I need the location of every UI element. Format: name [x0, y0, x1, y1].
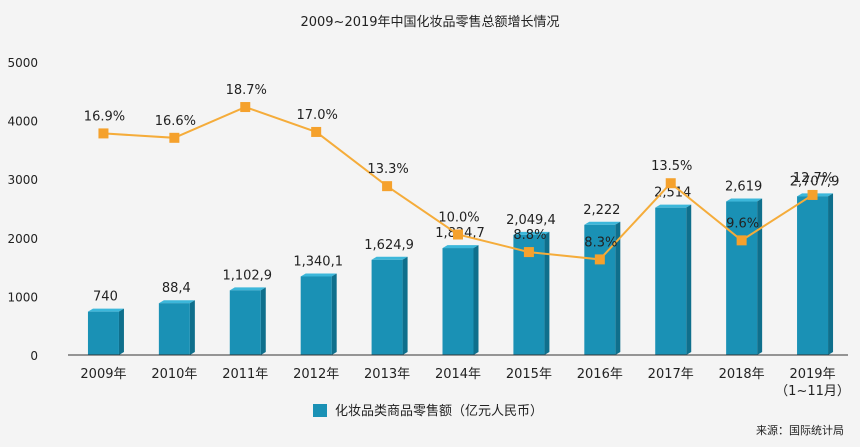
line-value-label: 10.0%	[438, 211, 479, 226]
x-tick-label: 2011年	[222, 367, 268, 382]
line-value-label: 12.7%	[793, 171, 834, 186]
line-value-label: 18.7%	[226, 83, 267, 98]
source-note: 来源：国际统计局	[756, 423, 844, 437]
line-value-label: 13.3%	[367, 162, 408, 177]
bar-side	[402, 256, 408, 355]
bar	[87, 311, 119, 355]
x-tick-label: 2015年	[506, 367, 552, 382]
bar-value-label: 2,222	[583, 203, 620, 218]
bar	[797, 196, 829, 355]
x-tick-label: 2018年	[719, 367, 765, 382]
bar	[300, 276, 332, 355]
bar-top	[371, 256, 408, 260]
bar	[371, 259, 403, 355]
line-marker	[594, 254, 605, 265]
bar-side	[686, 204, 692, 355]
x-tick-label: 2017年	[648, 367, 694, 382]
bar-side	[260, 287, 266, 355]
x-tick-label: 2010年	[151, 367, 197, 382]
bar-top	[300, 273, 337, 277]
bar-top	[229, 287, 266, 291]
x-tick-label: 2012年	[293, 367, 339, 382]
bar-value-label: 88,4	[162, 281, 191, 296]
legend-swatch	[313, 404, 327, 417]
bar-top	[584, 221, 621, 225]
bar-value-label: 2,049,4	[506, 213, 556, 228]
bar-side	[331, 273, 337, 355]
bar-top	[513, 231, 550, 235]
line-series: 16.9% 16.6% 18.7% 17.0% 13.3% 10.0% 8.8% 8.3% 13…	[84, 83, 834, 265]
bar-labels: 74088,41,102,91,340,11,624,91,824,72,049…	[93, 174, 839, 304]
line-marker	[240, 102, 251, 113]
bar-top	[655, 204, 692, 208]
y-tick-label: 0	[30, 349, 38, 363]
y-tick-label: 1000	[7, 290, 38, 304]
bar	[726, 201, 758, 355]
x-tick-label: 2014年	[435, 367, 481, 382]
y-tick-label: 3000	[7, 173, 38, 187]
bar	[229, 290, 261, 355]
bar-top	[442, 245, 479, 249]
line-value-label: 9.6%	[726, 216, 759, 231]
line-marker	[736, 235, 747, 246]
x-tick-label: 2009年	[80, 367, 126, 382]
line-marker	[98, 128, 109, 139]
bar-side	[615, 221, 621, 355]
line-marker	[523, 247, 534, 258]
bar-side	[118, 308, 124, 355]
y-tick-label: 5000	[7, 56, 38, 70]
bar-side	[757, 198, 763, 355]
bar-value-label: 2,514	[654, 186, 691, 201]
bar	[655, 207, 687, 355]
line-value-label: 16.9%	[84, 109, 125, 124]
line-value-label: 17.0%	[297, 108, 338, 123]
chart-title: 2009~2019年中国化妆品零售总额增长情况	[300, 14, 559, 30]
bar	[158, 303, 190, 355]
bar-value-label: 1,624,9	[364, 238, 414, 253]
line-marker	[807, 189, 818, 200]
bar-value-label: 1,340,1	[293, 254, 343, 269]
bar-value-label: 2,707,9	[790, 174, 840, 189]
legend-label: 化妆品类商品零售额（亿元人民币）	[335, 403, 543, 419]
bar-value-label: 2,619	[725, 180, 762, 195]
line-marker	[169, 132, 180, 143]
line-value-label: 8.3%	[584, 235, 617, 250]
x-tick-label: 2019年（1~11月）	[775, 367, 850, 399]
line-value-label: 16.6%	[155, 114, 196, 129]
bar-side	[473, 245, 479, 355]
line-marker	[453, 229, 463, 240]
line-value-label: 8.8%	[513, 228, 546, 243]
y-tick-label: 2000	[7, 232, 38, 246]
bar-series	[87, 193, 834, 355]
line-marker	[311, 126, 322, 137]
bar-side	[544, 231, 550, 355]
x-axis: 2009年 2010年 2011年 2012年 2013年 2014年 2015年 2016年…	[68, 354, 850, 399]
line-marker	[665, 178, 676, 189]
bar-top	[158, 300, 195, 304]
line-value-label: 13.5%	[651, 159, 692, 174]
legend: 化妆品类商品零售额（亿元人民币）	[313, 403, 543, 419]
y-tick-label: 4000	[7, 115, 38, 129]
bar-side	[828, 193, 834, 355]
bar	[584, 224, 616, 355]
x-tick-label: 2016年	[577, 367, 623, 382]
line-marker	[382, 181, 393, 192]
bar-top	[726, 198, 763, 202]
x-tick-label: 2013年	[364, 367, 410, 382]
bar-value-label: 1,102,9	[222, 268, 272, 283]
y-axis: 0 1000 2000 3000 4000 5000	[7, 56, 38, 363]
bar-value-label: 740	[93, 290, 118, 305]
bar	[442, 248, 474, 355]
bar-side	[189, 300, 195, 355]
bar-top	[87, 308, 124, 312]
